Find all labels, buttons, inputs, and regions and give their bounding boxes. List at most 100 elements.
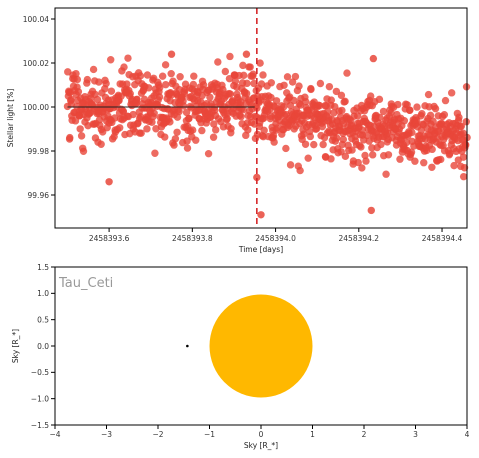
data-point — [437, 155, 445, 164]
data-point — [384, 151, 393, 159]
data-point — [302, 98, 310, 106]
data-point — [270, 138, 278, 146]
data-point — [210, 120, 218, 128]
sky-x-ticks: −4 −3 −2 −1 0 1 2 3 4 — [49, 425, 470, 439]
data-point — [411, 157, 419, 165]
data-point — [158, 72, 167, 80]
data-point — [95, 78, 103, 86]
data-point — [155, 93, 164, 101]
data-point — [189, 80, 198, 89]
data-point — [250, 79, 258, 88]
data-point-outlier — [253, 173, 261, 182]
data-point — [71, 117, 80, 125]
data-point — [206, 93, 214, 102]
sky-panel: −4 −3 −2 −1 0 1 2 3 4 −1.5 −1.0 −0.5 0.0 0.5 1.0 1.5 T… — [11, 263, 470, 450]
data-point-outlier — [242, 50, 251, 58]
data-point — [290, 96, 298, 105]
data-point — [257, 80, 266, 88]
data-point — [418, 109, 426, 118]
data-point — [73, 75, 82, 84]
data-point — [424, 90, 433, 99]
data-point — [182, 108, 191, 117]
data-point — [462, 118, 470, 126]
data-point — [223, 114, 231, 123]
data-point — [192, 136, 200, 144]
y-tick-label: 1.0 — [37, 289, 49, 298]
light-curve-panel: 2458393.6 2458393.8 2458394.0 2458394.2 2458… — [6, 7, 471, 254]
data-point — [179, 102, 188, 110]
light-curve-x-axis-label: Time [days] — [238, 245, 283, 254]
data-point — [288, 78, 297, 86]
data-point — [339, 135, 348, 144]
data-point — [307, 85, 315, 94]
light-curve-x-ticks: 2458393.6 2458393.8 2458394.0 2458394.2 2458… — [89, 228, 463, 243]
x-tick-label: 2458393.6 — [89, 234, 130, 243]
data-point — [310, 140, 318, 149]
data-point — [183, 144, 192, 152]
x-tick-label: 2458394.4 — [422, 234, 463, 243]
data-point — [221, 67, 230, 76]
data-point — [136, 72, 145, 80]
data-point — [325, 82, 334, 91]
data-point — [242, 89, 251, 98]
y-tick-label: 0.0 — [37, 342, 49, 351]
data-point — [428, 163, 436, 171]
data-point — [400, 117, 409, 125]
data-point — [107, 56, 115, 64]
data-point — [162, 80, 170, 89]
data-point — [382, 170, 390, 178]
x-tick-label: 4 — [465, 430, 470, 439]
data-point — [137, 129, 145, 137]
data-point — [368, 151, 377, 159]
y-tick-label: 100.04 — [23, 15, 49, 24]
data-point — [126, 90, 134, 98]
x-tick-label: 2458393.8 — [172, 234, 213, 243]
data-point — [387, 108, 395, 117]
data-point — [315, 101, 324, 110]
data-point-outlier — [167, 50, 176, 58]
data-point — [256, 59, 264, 67]
data-point — [426, 111, 435, 120]
data-point — [358, 164, 366, 172]
data-point — [457, 122, 465, 130]
data-point — [151, 149, 159, 157]
data-point — [111, 114, 119, 122]
data-point — [145, 84, 153, 92]
data-point — [239, 105, 248, 114]
data-point — [123, 80, 131, 88]
data-point — [167, 69, 175, 78]
data-point — [362, 157, 370, 165]
data-point — [129, 110, 137, 119]
data-point — [246, 63, 254, 71]
data-point — [379, 107, 388, 116]
data-point — [413, 103, 421, 111]
data-point — [316, 79, 325, 88]
data-point — [267, 93, 275, 102]
data-point — [198, 126, 206, 135]
data-point — [107, 87, 116, 95]
x-tick-label: 0 — [259, 430, 264, 439]
data-point — [333, 134, 341, 142]
data-point — [79, 147, 88, 155]
data-point — [282, 144, 290, 153]
data-point — [237, 113, 245, 121]
data-point — [120, 63, 128, 71]
data-point — [428, 145, 436, 154]
y-tick-label: 100.00 — [23, 103, 49, 112]
data-point — [156, 84, 164, 92]
data-point — [394, 100, 402, 109]
data-point — [214, 58, 222, 66]
data-point — [161, 133, 169, 141]
data-point — [327, 155, 335, 163]
y-tick-label: 100.02 — [23, 59, 49, 68]
data-point — [183, 137, 191, 145]
data-point — [286, 161, 295, 169]
data-point — [273, 124, 281, 132]
data-point — [170, 141, 178, 149]
data-point — [231, 77, 240, 85]
data-point — [306, 132, 315, 141]
data-point — [89, 65, 98, 74]
data-point — [161, 61, 170, 69]
data-point — [402, 138, 411, 147]
data-point — [66, 133, 74, 142]
